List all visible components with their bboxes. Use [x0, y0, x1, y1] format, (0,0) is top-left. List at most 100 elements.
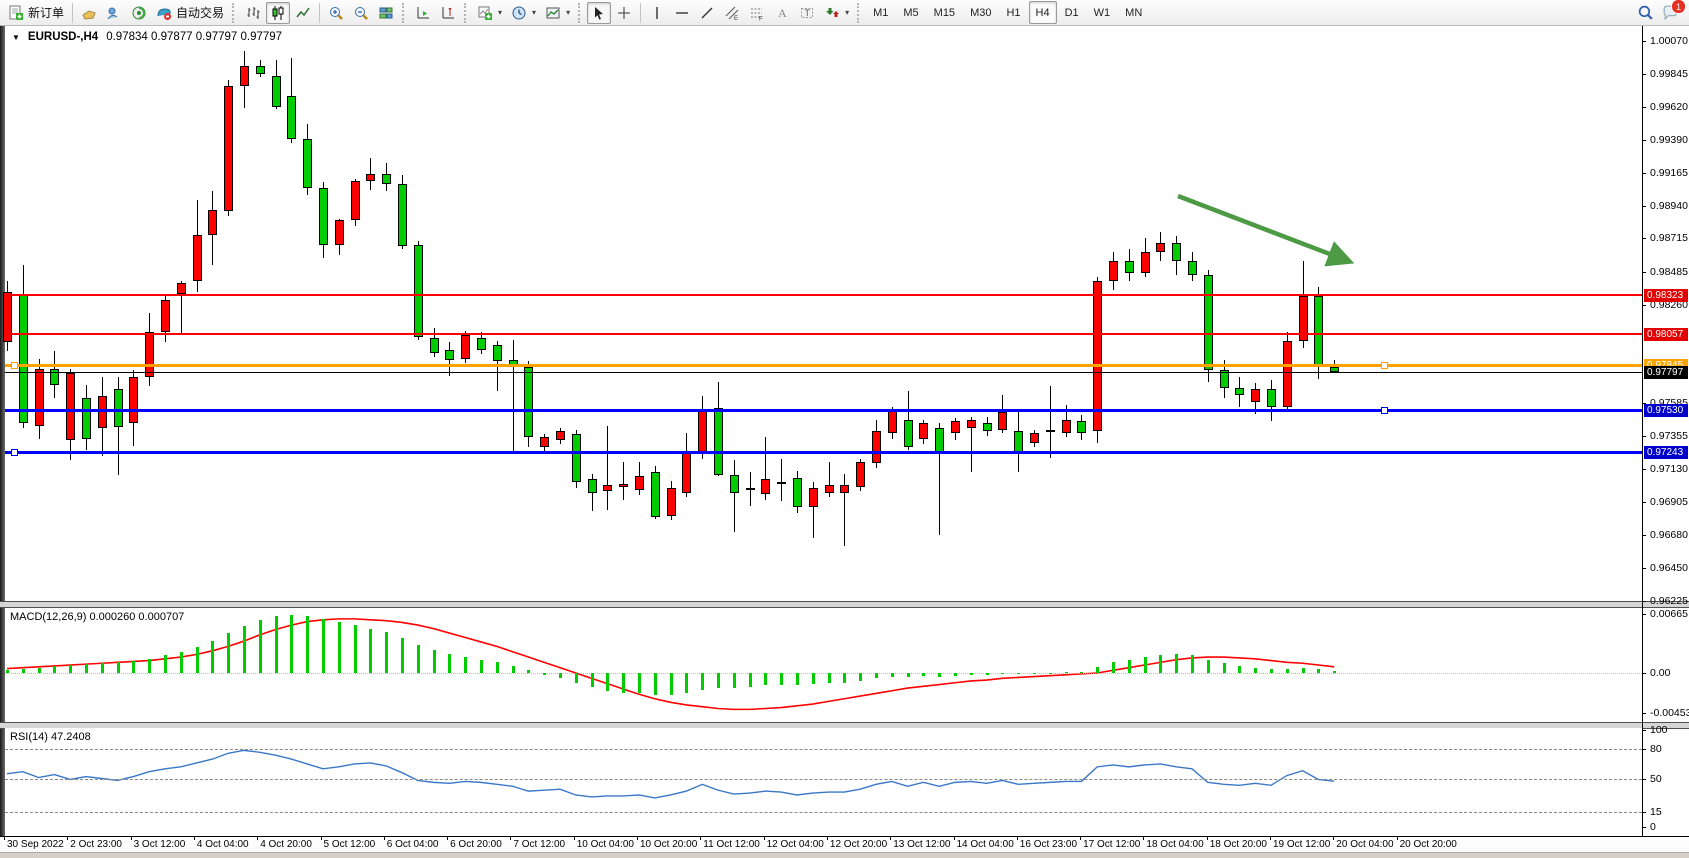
candlestick — [1282, 341, 1292, 407]
candlestick — [18, 294, 28, 423]
macd-histogram-bar — [1159, 655, 1163, 673]
price-axis-label: 0.97130 — [1650, 463, 1688, 476]
toolbar-grip[interactable] — [464, 2, 469, 23]
line-chart-button[interactable] — [291, 2, 315, 24]
community-icon — [107, 7, 118, 19]
macd-histogram-bar — [100, 663, 104, 673]
cursor-tool-button[interactable] — [587, 1, 612, 24]
timeframe-button-h4[interactable]: H4 — [1028, 1, 1057, 24]
price-axis-tick — [1642, 106, 1646, 108]
zoom-in-button[interactable] — [324, 2, 348, 24]
macd-histogram-bar — [416, 644, 420, 673]
timeframe-button-d1[interactable]: D1 — [1064, 6, 1079, 19]
time-axis[interactable] — [0, 836, 1689, 852]
toolbar-grip[interactable] — [402, 2, 407, 23]
candlestick — [66, 373, 76, 441]
periods-dropdown[interactable]: ▾ — [507, 2, 540, 24]
horizontal-line-object[interactable] — [5, 294, 1642, 297]
rsi-axis-label: 80 — [1650, 743, 1662, 756]
horizontal-line-icon — [676, 11, 689, 14]
window-bottom-edge — [0, 852, 1689, 858]
macd-histogram-bar — [369, 628, 373, 673]
price-axis-tick — [1642, 238, 1646, 240]
candlestick — [271, 75, 281, 107]
macd-histogram-bar — [906, 673, 910, 677]
new-order-icon — [9, 5, 23, 20]
new-order-button[interactable]: 新订单 — [4, 2, 68, 24]
toolbar-grip[interactable] — [857, 2, 862, 23]
macd-histogram-bar — [464, 657, 468, 673]
auto-scroll-button[interactable] — [411, 2, 435, 24]
chart-shift-icon — [442, 6, 455, 18]
chat-button[interactable]: 1 — [1662, 0, 1686, 21]
new-chart-dropdown[interactable]: ▾ — [473, 2, 506, 24]
search-icon[interactable] — [1637, 4, 1654, 21]
macd-histogram-bar — [1048, 673, 1052, 674]
line-drag-handle[interactable] — [11, 449, 18, 457]
horizontal-line-object[interactable] — [5, 409, 1642, 413]
time-axis-label: 4 Oct 04:00 — [196, 839, 249, 850]
horizontal-line-object[interactable] — [5, 333, 1642, 336]
equidistant-channel-tool[interactable]: E — [720, 2, 744, 24]
news-button[interactable] — [127, 2, 151, 24]
price-axis-tick — [1642, 172, 1646, 174]
text-label-tool[interactable]: T — [795, 2, 819, 24]
chart-shift-button[interactable] — [436, 2, 460, 24]
macd-pane[interactable] — [5, 608, 1642, 722]
candlestick — [919, 422, 929, 439]
toolbar-grip[interactable] — [232, 2, 237, 23]
candle-wick — [781, 459, 783, 502]
timeframe-button-m5[interactable]: M5 — [903, 6, 919, 19]
vertical-line-tool[interactable] — [645, 2, 669, 24]
candlestick — [887, 409, 897, 433]
line-drag-handle[interactable] — [1381, 361, 1388, 369]
trendline-tool[interactable] — [695, 2, 719, 24]
price-axis-label: 0.98715 — [1650, 232, 1688, 245]
timeframe-button-mn[interactable]: MN — [1125, 6, 1143, 19]
horizontal-line-tool[interactable] — [670, 2, 694, 24]
zoom-out-button[interactable] — [349, 2, 373, 24]
candlestick-chart-button[interactable] — [266, 1, 291, 24]
time-axis-label: 3 Oct 12:00 — [133, 839, 186, 850]
macd-histogram-bar — [211, 641, 215, 673]
text-tool[interactable]: A — [770, 2, 794, 24]
community-button[interactable] — [102, 2, 126, 24]
candlestick — [208, 209, 218, 235]
timeframe-button-m30[interactable]: M30 — [970, 6, 992, 19]
timeframe-button-m15[interactable]: M15 — [933, 6, 956, 19]
timeframe-button-w1[interactable]: W1 — [1093, 6, 1111, 19]
history-center-button[interactable] — [77, 2, 101, 24]
toolbar-grip[interactable] — [578, 2, 583, 23]
line-drag-handle[interactable] — [1381, 407, 1388, 415]
line-drag-handle[interactable] — [11, 361, 18, 369]
crosshair-tool-button[interactable] — [612, 2, 636, 24]
chart-symbol-period: EURUSD-,H4 — [27, 31, 99, 43]
rsi-pane[interactable] — [5, 728, 1642, 836]
autotrading-button[interactable]: 自动交易 — [152, 2, 228, 24]
macd-histogram-bar — [1206, 659, 1210, 673]
price-axis-tick — [1642, 601, 1646, 603]
candlestick — [492, 345, 502, 362]
horizontal-line-object[interactable] — [5, 363, 1642, 367]
tile-windows-button[interactable] — [374, 2, 398, 24]
time-axis-label: 7 Oct 12:00 — [513, 839, 566, 850]
bar-chart-button[interactable] — [241, 2, 265, 24]
fibonacci-tool[interactable]: F — [745, 2, 769, 24]
templates-dropdown[interactable]: ▾ — [541, 2, 574, 24]
time-axis-tick — [1143, 836, 1145, 840]
horizontal-line-object[interactable] — [5, 371, 1642, 373]
time-axis-tick — [67, 836, 69, 840]
timeframe-button-m1[interactable]: M1 — [873, 6, 889, 19]
fibonacci-icon: F — [751, 8, 763, 21]
macd-histogram-bar — [401, 637, 404, 673]
collapse-triangle-icon[interactable]: ▼ — [12, 32, 20, 42]
macd-histogram-bar — [527, 670, 531, 673]
main-chart-pane[interactable] — [5, 26, 1642, 601]
pane-splitter[interactable] — [0, 601, 1689, 608]
svg-text:A: A — [778, 6, 787, 20]
horizontal-line-object[interactable] — [5, 451, 1642, 455]
arrows-dropdown[interactable]: ▾ — [820, 2, 853, 24]
timeframe-button-h1[interactable]: H1 — [1006, 6, 1021, 19]
dropdown-caret-icon: ▾ — [566, 8, 571, 17]
